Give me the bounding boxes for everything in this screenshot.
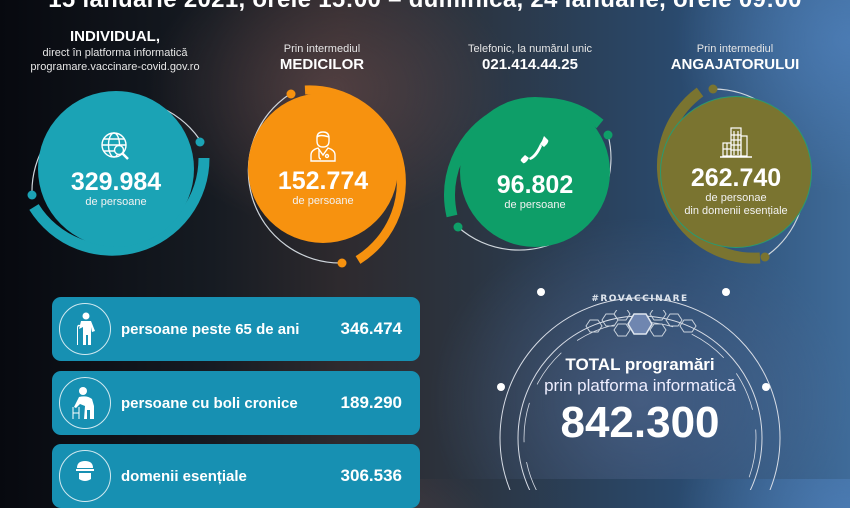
category-value: 346.474 [340,319,402,338]
stat-individual: 329.984 de persoane [38,91,194,247]
icon-wrap [59,377,111,429]
medical-hexagons-icon [585,310,697,337]
stat-value: 96.802 [496,170,574,199]
headline: 15 ianuarie 2021, orele 15:00 – duminică… [0,0,850,14]
caption-title: ANGAJATORULUI [670,56,800,73]
stat-unit: de personae [705,192,767,204]
stat-value: 262.740 [690,164,782,192]
stat-unit: de persoane [85,195,147,208]
phone-icon [520,135,549,163]
category-label: persoane cu boli cronice [121,394,298,412]
caption-individual: INDIVIDUAL, direct în platforma informat… [10,28,220,74]
stat-unit: de persoane [292,194,354,207]
elderly-walker-icon [72,387,94,419]
caption-pre: Prin intermediul [283,43,361,55]
elderly-cane-icon [77,312,95,345]
caption-telefon: Telefonic, la numărul unic 021.414.44.25 [435,42,625,74]
caption-title: INDIVIDUAL, [70,28,160,45]
caption-angajator: Prin intermediul ANGAJATORULUI [640,42,830,74]
caption-pre: Telefonic, la numărul unic [467,43,593,55]
stat-unit: de persoane [504,198,566,211]
total-panel: #ROVACCINARE TOTAL programări prin platf… [490,280,790,490]
stat-telefon-circle: 96.802 de persoane [460,97,610,247]
worker-mask-icon [76,461,94,481]
total-subtitle: prin platforma informatică [544,376,736,395]
total-title: TOTAL programări [565,355,715,374]
hashtag: #ROVACCINARE [591,294,689,304]
doctor-icon [310,130,336,162]
caption-medici: Prin intermediul MEDICILOR [232,42,412,74]
stat-value: 329.984 [70,167,162,196]
stat-medici: 152.774 de persoane [248,93,398,243]
category-row-boli-cronice: persoane cu boli cronice 189.290 [52,371,420,435]
icon-wrap [59,450,111,502]
category-value: 189.290 [340,393,402,412]
caption-pre: Prin intermediul [696,43,774,55]
stat-angajator: 262.740 de personae din domenii esențial… [660,96,812,248]
globe-search-icon [101,131,129,160]
stat-unit-2: din domenii esențiale [684,205,788,217]
category-label: persoane peste 65 de ani [121,320,300,338]
caption-url: programare.vaccinare-covid.gov.ro [30,61,200,73]
category-row-65plus: persoane peste 65 de ani 346.474 [52,297,420,361]
stat-value: 152.774 [277,166,369,195]
buildings-icon [720,127,752,158]
category-value: 306.536 [340,466,402,485]
total-value: 842.300 [560,398,720,447]
caption-phone-number: 021.414.44.25 [482,56,578,73]
category-row-domenii-esentiale: domenii esențiale 306.536 [52,444,420,508]
category-label: domenii esențiale [121,467,247,485]
caption-title: MEDICILOR [279,56,365,73]
icon-wrap [59,303,111,355]
caption-subtitle: direct în platforma informatică [42,47,188,59]
